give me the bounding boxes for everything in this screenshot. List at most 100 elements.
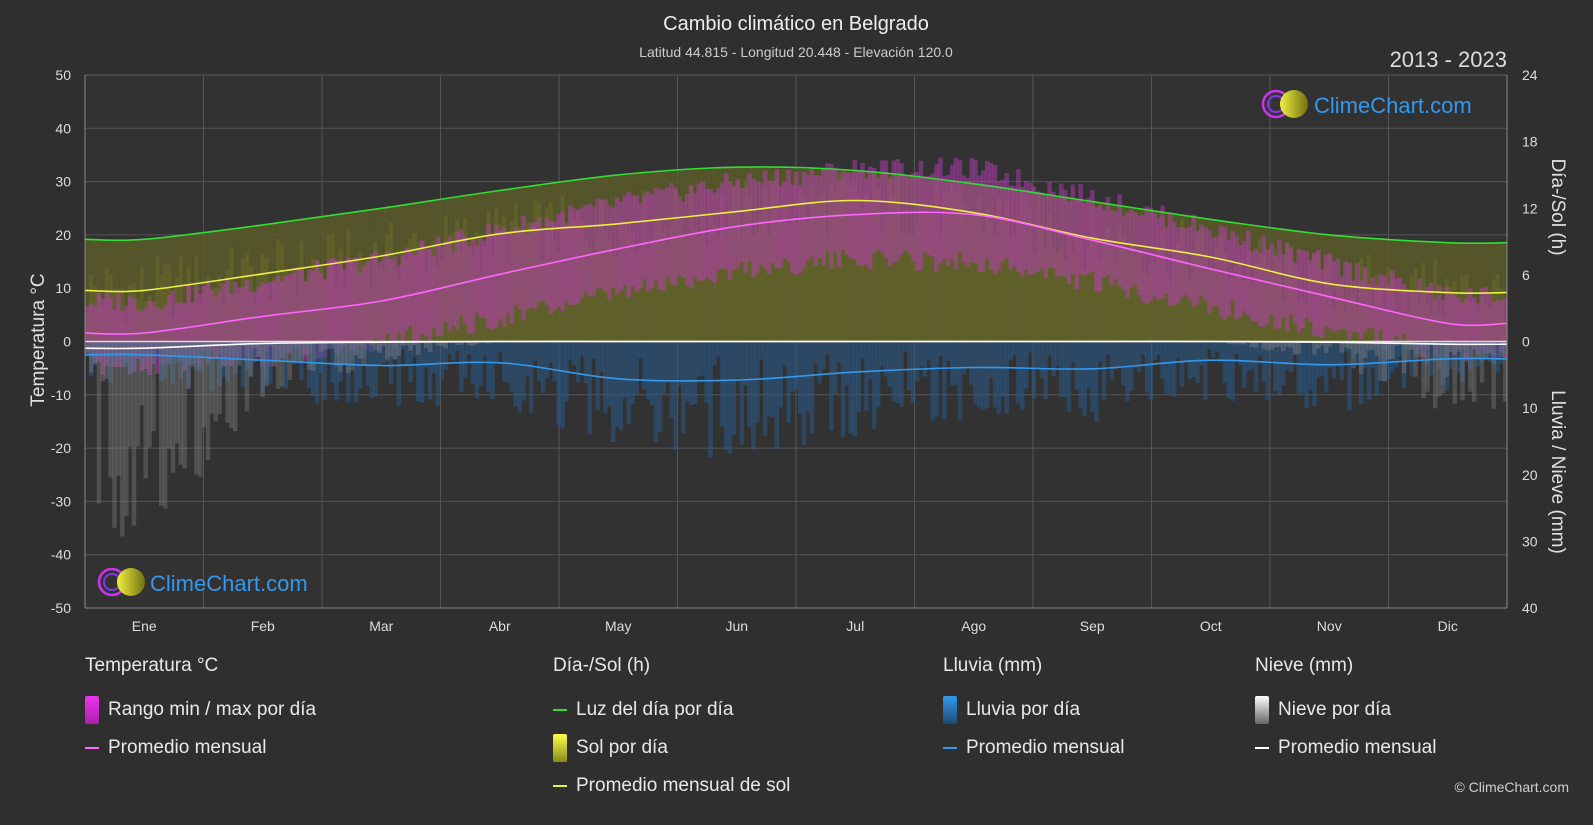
daylight-bar xyxy=(240,227,246,342)
rain-bar xyxy=(801,341,807,445)
right-axis-bottom-label: Lluvia / Nieve (mm) xyxy=(1547,390,1568,554)
temp-range-bar xyxy=(1440,300,1446,341)
rain-swatch xyxy=(943,696,957,724)
snow-bar xyxy=(283,341,289,361)
rain-bar xyxy=(1242,341,1247,388)
daylight-bar xyxy=(755,167,760,342)
rain-bar xyxy=(669,341,674,418)
temp-range-bar xyxy=(614,197,620,295)
temp-range-bar xyxy=(1405,289,1411,344)
rain-bar xyxy=(404,341,409,365)
daylight-bar xyxy=(326,215,332,342)
temp-range-bar xyxy=(392,256,398,348)
rain-bar xyxy=(930,341,935,421)
rain-bar xyxy=(194,341,199,371)
rain-bar xyxy=(459,341,464,393)
temp-range-bar xyxy=(1269,243,1274,315)
daylight-bar xyxy=(704,169,709,342)
temp-range-bar xyxy=(840,171,846,250)
rain-bar xyxy=(392,341,398,360)
daylight-bar xyxy=(1066,197,1072,342)
rain-bar xyxy=(307,341,312,388)
rain-bar xyxy=(1347,341,1352,411)
temp-range-bar xyxy=(1121,215,1126,291)
temp-range-bar xyxy=(1319,269,1325,338)
temp-range-bar xyxy=(1292,262,1298,324)
daylight-bar xyxy=(801,168,807,342)
rain-bar xyxy=(926,341,932,360)
daylight-bar xyxy=(213,230,219,342)
snow-bar xyxy=(244,341,250,412)
daylight-bar xyxy=(342,213,347,342)
rain-bar xyxy=(205,341,211,365)
rain-bar xyxy=(907,341,912,391)
snow-bar xyxy=(322,341,328,350)
daylight-bar xyxy=(1171,213,1177,342)
temp-range-bar xyxy=(536,217,542,303)
temp-range-bar xyxy=(349,258,355,351)
daylight-bar xyxy=(1214,219,1220,342)
rain-bar xyxy=(1304,341,1309,409)
daylight-bar xyxy=(525,187,530,342)
temp-range-bar xyxy=(1171,221,1177,307)
rain-bar xyxy=(942,341,947,420)
rain-bar xyxy=(1214,341,1220,352)
rain-bar xyxy=(844,341,850,386)
rain-bar xyxy=(848,341,854,434)
temp-range-bar xyxy=(544,217,550,306)
brand-name-bottom: ClimeChart.com xyxy=(150,571,308,596)
daylight-bar xyxy=(653,172,659,342)
rain-bar xyxy=(981,341,986,410)
daylight-bar xyxy=(712,168,717,342)
rain-bar xyxy=(509,341,515,393)
left-tick-label: 10 xyxy=(55,280,71,296)
daylight-bar xyxy=(159,237,164,342)
snow-bar xyxy=(349,341,355,371)
temp-range-bar xyxy=(1191,214,1196,307)
temp-range-bar xyxy=(1101,209,1107,278)
temp-range-bar xyxy=(1245,230,1251,316)
snow-bar xyxy=(1397,341,1403,344)
daylight-bar xyxy=(817,169,822,342)
daylight-bar xyxy=(731,167,737,342)
temp-range-bar xyxy=(1312,252,1317,336)
temp-range-bar xyxy=(1125,212,1130,298)
temp-range-bar xyxy=(1144,206,1150,304)
rain-bar xyxy=(120,341,125,365)
rain-bar xyxy=(143,341,148,359)
temp-range-bar xyxy=(310,270,316,345)
temp-range-bar xyxy=(209,289,215,352)
rain-bar xyxy=(618,341,624,431)
rain-bar xyxy=(1316,341,1321,378)
rain-bar xyxy=(275,341,281,360)
daylight-bar xyxy=(868,171,873,342)
daylight-bar xyxy=(634,173,639,342)
rain-bar xyxy=(330,341,335,384)
rain-bar xyxy=(953,341,959,385)
snow-bar xyxy=(155,341,160,349)
temp-range-bar xyxy=(755,181,760,274)
rain-bar xyxy=(957,341,963,420)
rain-bar xyxy=(762,341,768,436)
snow-bar xyxy=(1281,341,1286,352)
daylight-bar xyxy=(797,168,803,342)
temp-range-bar xyxy=(326,260,332,349)
temp-range-bar xyxy=(1156,218,1161,300)
snow-bar xyxy=(1503,341,1508,402)
daylight-bar xyxy=(416,203,421,342)
rain-bar xyxy=(416,341,421,402)
temp-range-bar xyxy=(1230,231,1235,301)
temp-range-bar xyxy=(470,236,476,333)
rain-bar xyxy=(836,341,842,363)
daylight-bar xyxy=(1183,215,1189,342)
rain-bar xyxy=(229,341,234,360)
rain-bar xyxy=(883,341,889,377)
snow-bar xyxy=(186,341,191,390)
rain-bar xyxy=(1016,341,1021,404)
rain-bar xyxy=(778,341,783,408)
right-bottom-tick-label: 30 xyxy=(1522,533,1538,549)
temp-range-bar xyxy=(1094,207,1099,292)
rain-bar xyxy=(665,341,670,382)
daylight-bar xyxy=(599,177,604,342)
temp-range-bar xyxy=(455,231,460,330)
